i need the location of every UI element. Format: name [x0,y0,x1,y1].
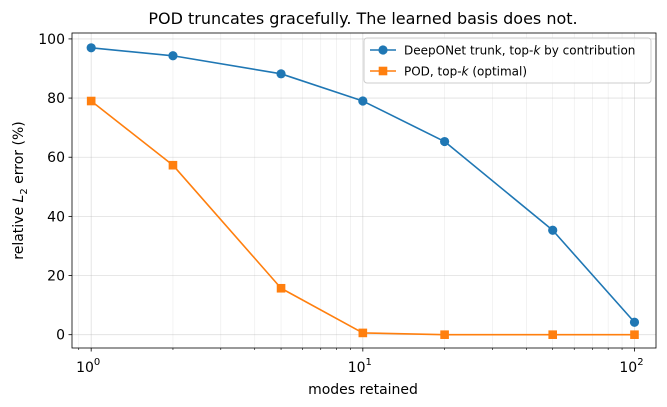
legend-marker [378,66,388,76]
data-point [440,136,450,147]
data-point [86,43,96,53]
tick-layer: 100 101 102 0 20 40 60 80 100 [38,32,643,376]
data-point [276,69,286,79]
data-point [440,330,449,339]
y-tick-label: 80 [47,91,65,107]
series-1 [86,43,640,327]
y-axis-label: relative L2 error (%) [11,121,30,259]
data-point [168,51,178,61]
data-point [86,96,96,106]
x-axis-label: modes retained [308,382,418,398]
legend-marker [378,45,388,55]
y-tick-label: 40 [47,209,65,225]
x-tick-label: 102 [619,357,643,376]
legend-label: DeepONet trunk, top-k by contribution [404,44,635,58]
series-2 [86,96,639,339]
chart-title: POD truncates gracefully. The learned ba… [148,9,577,28]
data-point [358,96,368,106]
legend-box [363,37,652,84]
plot-frame [71,32,657,349]
data-point [629,317,640,327]
data-point [548,330,558,339]
x-tick-label: 100 [76,357,100,376]
data-point [630,330,639,339]
data-point [168,160,178,170]
legend-label: POD, top-k (optimal) [404,65,527,79]
y-tick-label: 60 [47,150,65,166]
y-tick-label: 100 [38,32,65,48]
series-layer [86,43,640,339]
legend: DeepONet trunk, top-k by contribution POD… [363,37,652,84]
y-tick-label: 20 [47,269,65,285]
data-point [276,283,286,293]
x-tick-label: 101 [348,357,372,376]
y-axis-label-text: relative L2 error (%) [11,121,30,259]
y-tick-label: 0 [56,328,65,344]
data-point [548,225,558,235]
data-point [358,328,368,338]
